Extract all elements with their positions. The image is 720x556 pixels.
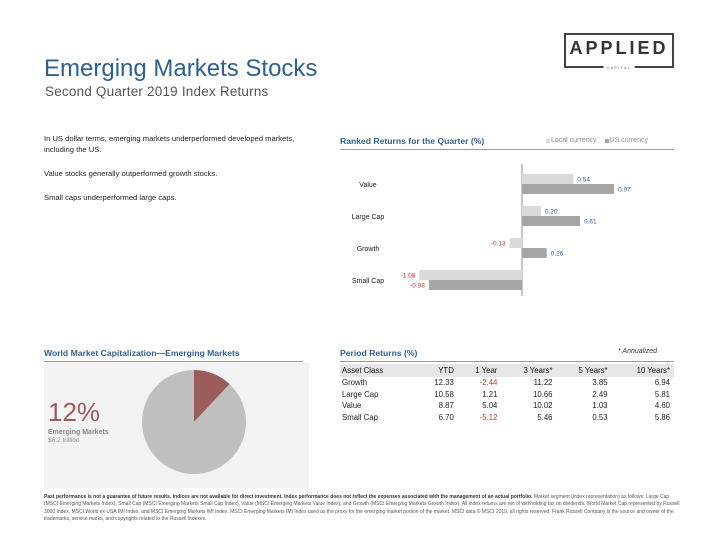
data-label: 0.26 [551, 251, 564, 258]
legend-local-label: Local currency [551, 137, 597, 144]
data-label: 0.20 [545, 209, 558, 216]
column-header: Asset Class [342, 366, 384, 375]
table-row: Small Cap 6.70 -5.12 5.46 0.53 5.86 [340, 412, 674, 424]
data-label: 0.54 [577, 177, 590, 184]
ranked-chart-title: Ranked Returns for the Quarter (%) [340, 136, 485, 146]
table-header-row: Asset Class YTD 1 Year 3 Years* 5 Years*… [340, 364, 674, 377]
legend-us-label: US currency [609, 137, 649, 144]
legend-us-swatch [604, 138, 609, 143]
market-cap-title: World Market Capitalization—Emerging Mar… [44, 348, 240, 358]
logo-subtext: CAPITAL [603, 66, 635, 70]
period-returns-title: Period Returns (%) [340, 348, 418, 358]
disclaimer-bold: Past performance is not a guarantee of f… [44, 494, 533, 500]
table-cell: 4.60 [654, 401, 670, 411]
bar-local [419, 270, 522, 280]
bar-us [522, 184, 615, 194]
period-returns-table: Asset Class YTD 1 Year 3 Years* 5 Years*… [340, 364, 674, 423]
table-row: Growth 12.33 -2.44 11.22 3.85 6.94 [340, 377, 674, 389]
table-cell: 0.53 [592, 412, 608, 422]
chart-legend: Local currency US currency [546, 137, 648, 144]
table-cell: 10.58 [434, 389, 454, 399]
pie-slice-emerging [194, 370, 230, 422]
legend-local-swatch [546, 138, 550, 143]
applied-logo: APPLIED CAPITAL [564, 33, 674, 70]
bar-local [509, 238, 522, 248]
bar-us [522, 216, 580, 226]
column-header: YTD [438, 366, 454, 375]
market-cap-pie [142, 370, 246, 474]
table-row: Value 8.87 5.04 10.02 1.03 4.60 [340, 400, 674, 412]
commentary-line: Value stocks generally outperformed grow… [44, 169, 218, 178]
table-cell: 3.85 [592, 378, 608, 388]
table-cell: 11.22 [533, 378, 553, 388]
bar-us [522, 248, 547, 258]
data-label: 0.97 [618, 187, 631, 194]
table-cell: 6.94 [654, 378, 670, 388]
table-cell: Growth [342, 378, 368, 388]
data-label: 0.61 [584, 219, 597, 226]
table-cell: 5.81 [654, 389, 670, 399]
table-cell: -2.44 [479, 378, 498, 388]
column-header: 3 Years* [523, 366, 553, 375]
commentary-line: In US dollar terms, emerging markets und… [44, 134, 295, 154]
category-label: Growth [357, 246, 380, 253]
table-cell: 1.21 [482, 389, 498, 399]
ranked-returns-chart: Value 0.54 0.97 Large Cap 0.20 0.61 Growth -0.1… [352, 164, 631, 296]
market-cap-rule [44, 361, 303, 362]
table-cell: 10.02 [532, 401, 553, 411]
em-market-value: $6.2 trillion [48, 437, 80, 444]
annualized-note: * Annualized [618, 348, 658, 355]
page-subtitle: Second Quarter 2019 Index Returns [45, 84, 269, 99]
column-header: 10 Years* [636, 366, 670, 375]
table-cell: 5.04 [482, 401, 498, 411]
table-cell: 10.66 [532, 389, 553, 399]
legend-us: US currency [604, 137, 649, 144]
legend-local: Local currency [546, 137, 597, 144]
data-label: -0.98 [410, 283, 425, 290]
em-label: Emerging Markets [48, 429, 109, 436]
disclaimer-text: Market segment (index representation) as… [44, 494, 680, 523]
ranked-chart-rule [340, 149, 674, 150]
table-cell: 12.33 [434, 378, 454, 388]
table-cell: 6.70 [438, 412, 454, 422]
table-cell: -5.12 [479, 412, 498, 422]
column-header: 1 Year [475, 366, 498, 375]
logo-text: APPLIED [569, 38, 669, 58]
em-percentage: 12% [48, 397, 101, 427]
market-cap-panel: 12% Emerging Markets $6.2 trillion [44, 363, 309, 488]
table-cell: 5.46 [537, 412, 553, 422]
bar-local [522, 174, 574, 184]
commentary: In US dollar terms, emerging markets und… [44, 133, 299, 216]
table-row: Large Cap 10.58 1.21 10.66 2.49 5.81 [340, 389, 674, 401]
commentary-line: Small caps underperformed large caps. [44, 193, 177, 202]
table-cell: 2.49 [592, 389, 608, 399]
bar-us [428, 280, 522, 290]
table-cell: Small Cap [342, 412, 378, 422]
table-cell: 5.86 [654, 412, 670, 422]
category-label: Large Cap [352, 214, 385, 221]
category-label: Value [359, 182, 376, 189]
column-header: 5 Years* [578, 366, 608, 375]
disclaimer: Past performance is not a guarantee of f… [44, 494, 680, 524]
data-label: -1.08 [401, 273, 416, 280]
table-cell: Value [342, 401, 362, 411]
bar-local [522, 206, 541, 216]
table-cell: Large Cap [342, 389, 379, 399]
category-label: Small Cap [352, 278, 384, 285]
table-cell: 8.87 [438, 401, 454, 411]
table-cell: 1.03 [592, 401, 608, 411]
period-returns-rule [340, 361, 674, 362]
pie-slice-rest [142, 370, 246, 474]
page-title: Emerging Markets Stocks [44, 55, 318, 82]
data-label: -0.13 [491, 241, 506, 248]
